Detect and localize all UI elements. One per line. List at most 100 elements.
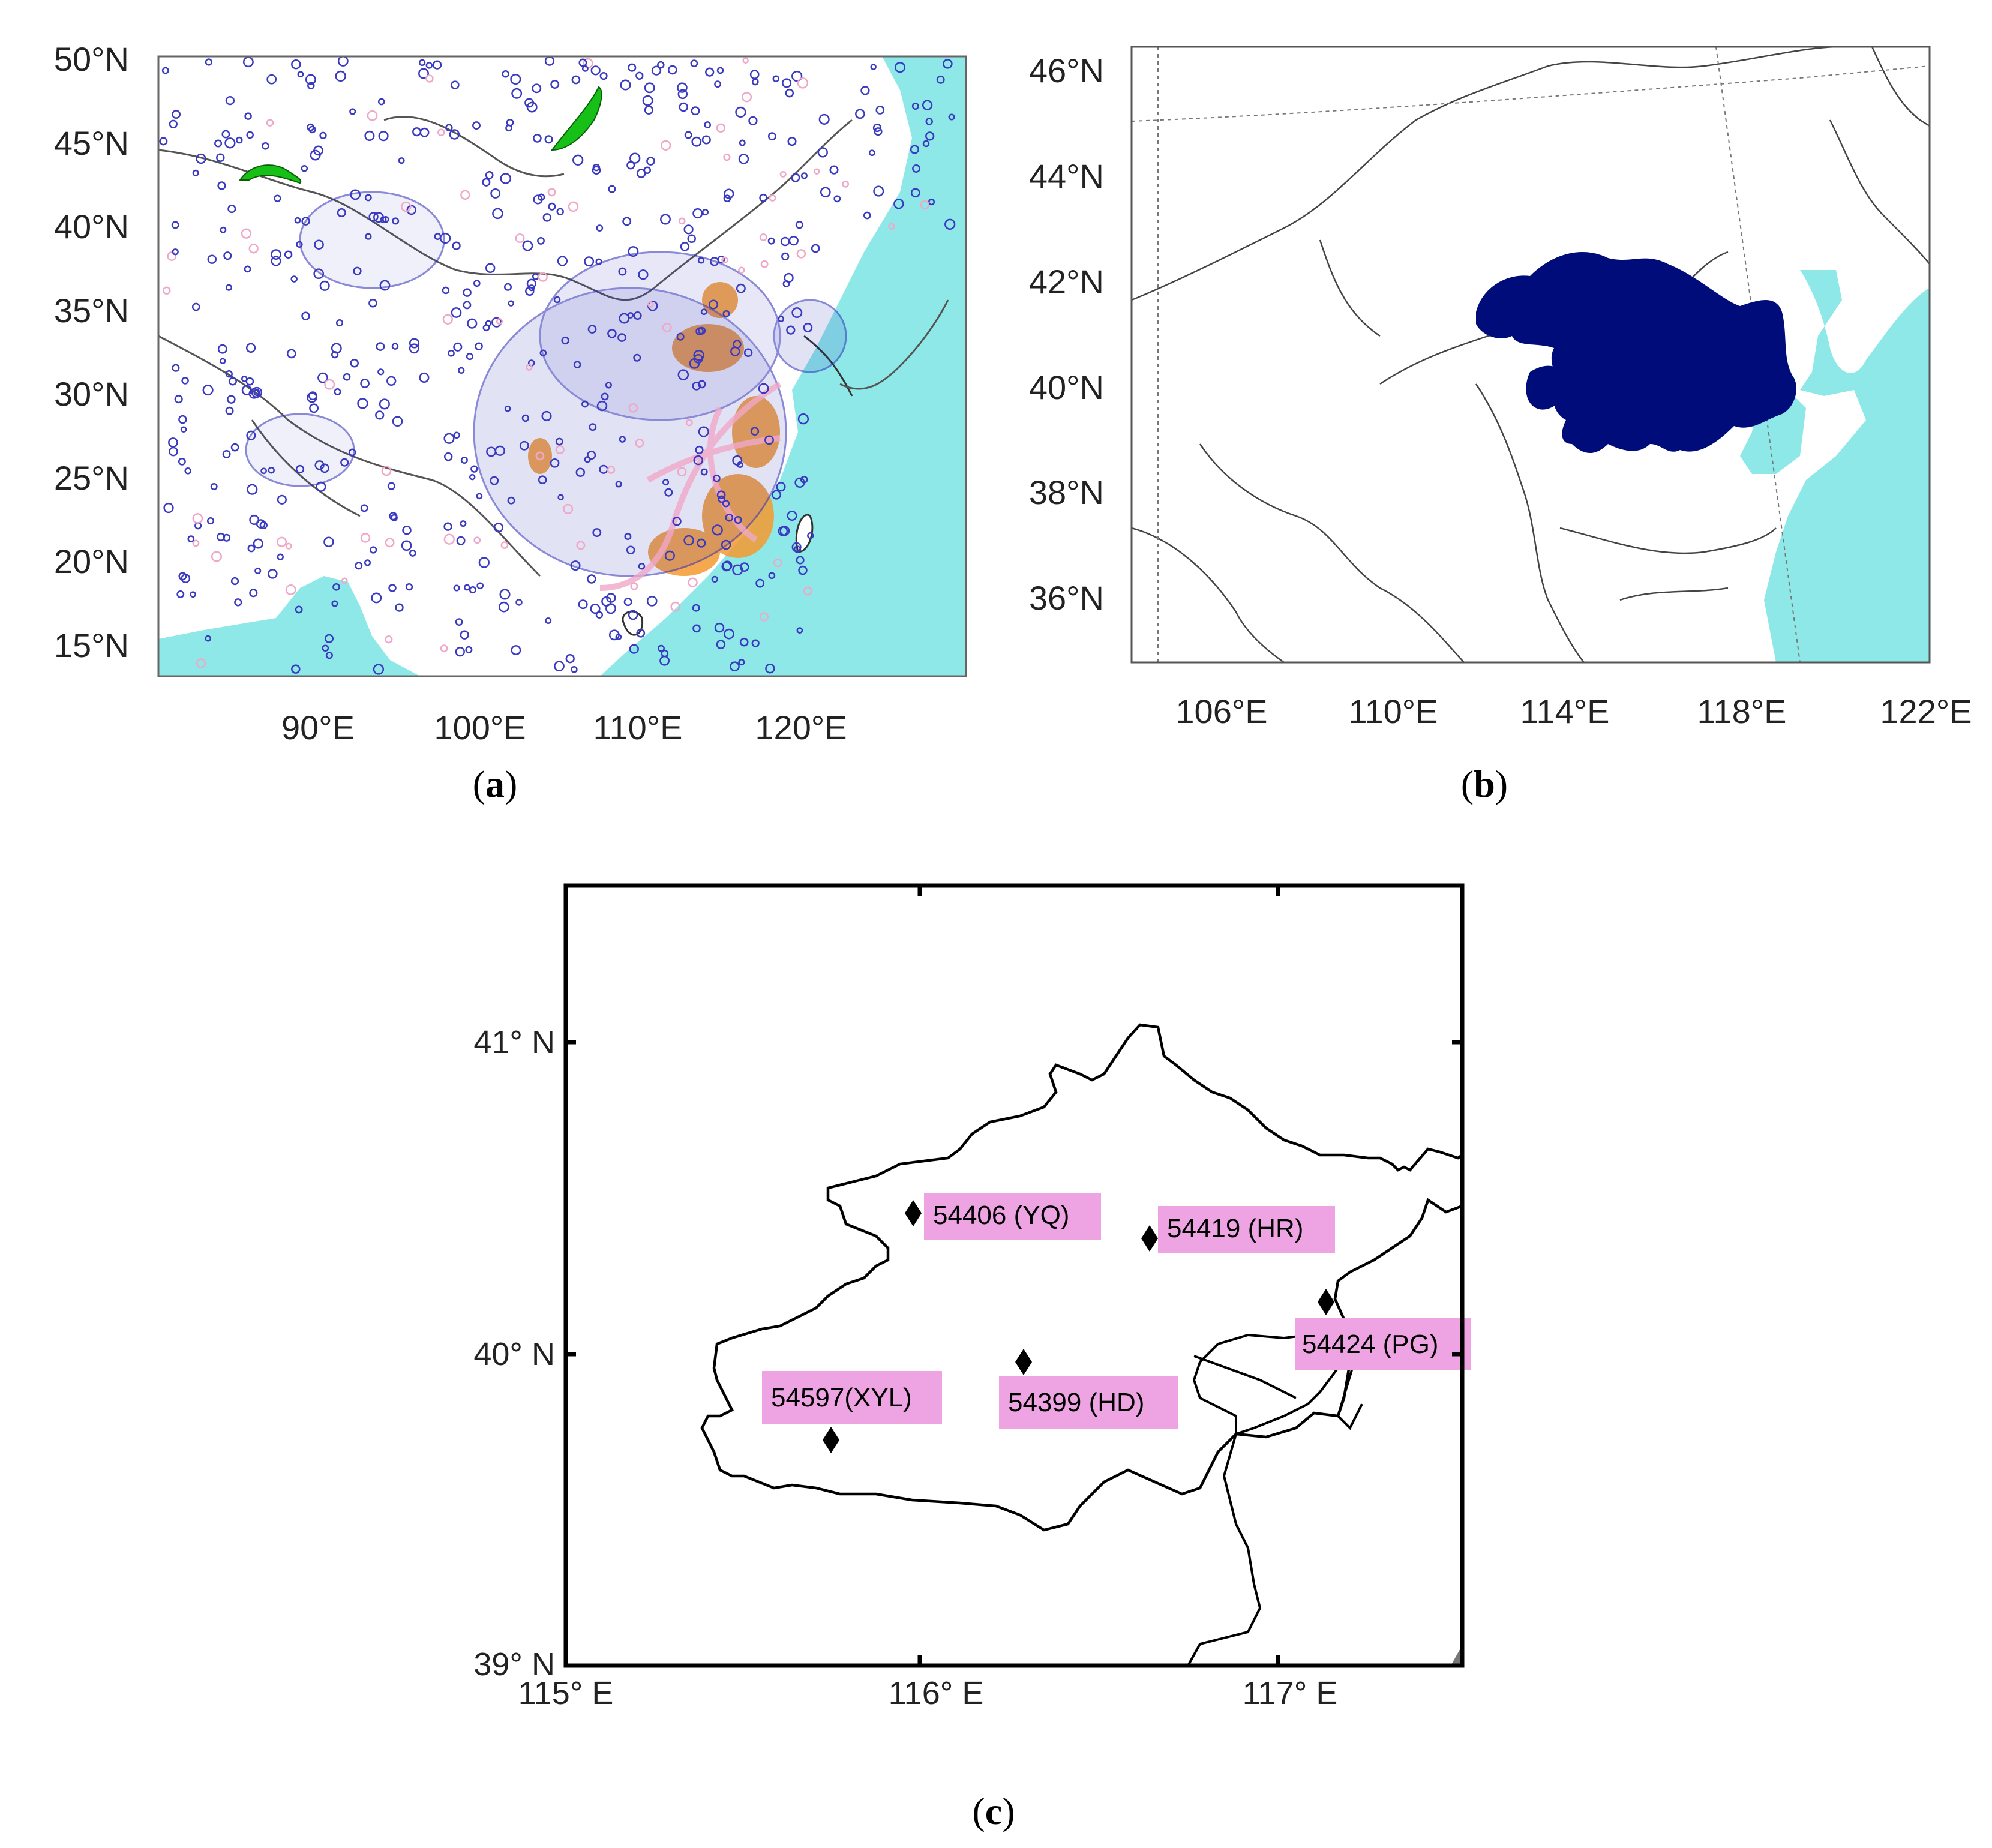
station-point <box>722 560 733 571</box>
station-point <box>437 128 445 136</box>
station-point <box>343 373 351 381</box>
station-point <box>771 490 782 500</box>
station-point <box>533 134 542 143</box>
station-point <box>395 603 404 612</box>
station-point <box>911 103 919 110</box>
station-point <box>596 400 608 412</box>
station-point <box>814 168 820 175</box>
station-point <box>722 310 730 317</box>
station-point <box>751 639 760 647</box>
station-point <box>405 583 413 591</box>
station-point <box>760 260 769 268</box>
station-point <box>511 88 523 99</box>
station-point <box>714 622 725 633</box>
station-point <box>624 533 632 541</box>
station-point <box>620 79 631 91</box>
station-point <box>811 244 820 253</box>
station-point <box>406 205 417 215</box>
station-point <box>178 415 187 424</box>
station-54419: 54419 (HR) <box>1141 1206 1335 1253</box>
station-point <box>629 644 639 654</box>
station-point <box>572 154 584 166</box>
station-point <box>742 92 752 103</box>
station-point <box>868 149 875 157</box>
station-point <box>236 136 243 144</box>
station-point <box>503 283 512 291</box>
station-point <box>458 367 465 374</box>
station-point <box>875 106 885 115</box>
station-point <box>628 610 638 620</box>
station-marker-diamond <box>1015 1349 1032 1375</box>
station-point <box>733 340 742 349</box>
station-point <box>323 536 334 548</box>
station-point <box>335 70 346 82</box>
panel-a: 50°N 45°N 40°N 35°N 30°N 25°N 20°N 15°N … <box>54 40 967 805</box>
station-point <box>308 391 317 401</box>
station-point <box>692 624 701 633</box>
station-point <box>922 100 933 110</box>
panel-a-x-tick: 110°E <box>593 709 682 746</box>
station-point <box>337 208 346 218</box>
station-point <box>662 479 670 486</box>
station-point <box>798 565 808 575</box>
station-point <box>679 102 688 112</box>
station-point <box>785 88 794 98</box>
station-point <box>442 314 453 325</box>
station-point <box>936 75 945 84</box>
panel-a-y-axis: 50°N 45°N 40°N 35°N 30°N 25°N 20°N 15°N <box>54 40 129 664</box>
station-point <box>371 592 382 604</box>
station-point <box>260 467 267 475</box>
station-point <box>800 172 808 179</box>
station-54406: 54406 (YQ) <box>905 1193 1101 1240</box>
station-point <box>502 70 509 78</box>
station-point <box>863 211 871 220</box>
panel-c-y-tick: 41° N <box>473 1024 555 1060</box>
station-point <box>803 323 813 332</box>
station-point <box>496 317 503 325</box>
station-point <box>571 75 581 85</box>
station-point <box>206 517 215 525</box>
panel-a-y-tick: 40°N <box>54 208 129 245</box>
station-point <box>791 307 803 319</box>
station-label: 54399 (HD) <box>1008 1388 1144 1417</box>
station-point <box>548 202 556 211</box>
station-point <box>780 236 790 247</box>
station-point <box>943 59 953 69</box>
station-point <box>595 258 602 265</box>
station-point <box>169 446 178 457</box>
station-point <box>485 171 494 179</box>
station-point <box>738 659 745 666</box>
station-point <box>225 370 233 378</box>
station-point <box>334 388 341 395</box>
station-point <box>739 637 749 647</box>
station-54424: 54424 (PG) <box>1295 1289 1471 1370</box>
station-point <box>225 95 235 106</box>
panel-b-y-tick: 44°N <box>1029 157 1104 195</box>
station-point <box>460 630 469 640</box>
station-point <box>409 343 419 354</box>
station-point <box>547 188 556 197</box>
panel-c-y-tick: 39° N <box>473 1646 555 1682</box>
panel-a-y-tick: 25°N <box>54 459 129 497</box>
station-point <box>217 181 226 190</box>
station-point <box>758 383 769 394</box>
station-point <box>398 157 405 164</box>
station-point <box>241 376 248 382</box>
station-point <box>538 475 547 485</box>
station-point <box>350 189 361 200</box>
station-marker-diamond <box>905 1200 922 1226</box>
station-point <box>677 89 688 100</box>
station-point <box>493 522 504 533</box>
station-point <box>205 635 212 642</box>
station-point <box>176 590 185 598</box>
station-point <box>508 300 514 307</box>
station-point <box>409 550 416 557</box>
panel-b-x-tick: 118°E <box>1697 692 1786 730</box>
station-point <box>626 161 635 170</box>
station-point <box>202 385 214 396</box>
station-point <box>401 201 412 212</box>
station-point <box>893 198 904 209</box>
station-point <box>385 538 395 548</box>
station-point <box>667 65 677 75</box>
station-point <box>350 359 359 368</box>
